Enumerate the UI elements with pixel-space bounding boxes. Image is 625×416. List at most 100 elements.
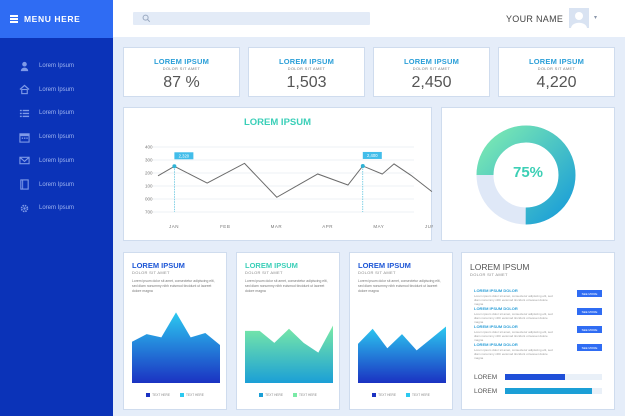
mail-icon: [19, 157, 30, 165]
stat-title: LOREM IPSUM: [528, 57, 585, 66]
sidebar-item[interactable]: Lorem Ipsum: [19, 154, 74, 168]
avatar[interactable]: [569, 8, 589, 28]
stat-value: 4,220: [536, 74, 577, 91]
home-icon: [19, 84, 30, 95]
user-icon: [20, 61, 29, 71]
see-more-button[interactable]: SEE MORE: [577, 326, 602, 333]
donut-slice: [476, 125, 576, 225]
stat-subtitle: DOLOR SIT AMET: [287, 67, 326, 71]
user-name[interactable]: YOUR NAME: [506, 14, 564, 24]
list-item-text: Lorem ipsum dolor sit amet, consectetur …: [474, 348, 553, 360]
sidebar-item-label: Lorem Ipsum: [39, 157, 75, 164]
x-tick-label: APR: [322, 224, 333, 229]
chart-legend: TEXT HERE TEXT HERE: [350, 393, 452, 397]
panel-subtitle: DOLOR SIT AMET: [245, 270, 283, 275]
book-icon: [20, 179, 29, 190]
stat-title: LOREM IPSUM: [278, 57, 335, 66]
sidebar-item-label: Lorem Ipsum: [39, 205, 75, 212]
y-tick-label: 400: [145, 145, 153, 150]
sidebar-item[interactable]: Lorem Ipsum: [19, 83, 74, 97]
annotation-tag: [362, 151, 382, 159]
progress-label: LOREM: [474, 373, 498, 381]
sidebar-item[interactable]: Lorem Ipsum: [19, 201, 74, 215]
data-point: [360, 163, 365, 168]
legend-item: TEXT HERE: [259, 393, 283, 397]
stat-subtitle: DOLOR SIT AMET: [537, 67, 576, 71]
list-item-text: Lorem ipsum dolor sit amet, consectetur …: [474, 294, 553, 306]
stat-value: 87 %: [163, 74, 200, 91]
area-chart-card: LOREM IPSUM DOLOR SIT AMET Lorem ipsum dol…: [349, 252, 453, 410]
x-tick-label: MAR: [271, 224, 283, 229]
list-item-heading: LOREM IPSUM DOLOR: [474, 306, 518, 311]
sidebar-item[interactable]: Lorem Ipsum: [19, 178, 74, 192]
list-panel: LOREM IPSUM DOLOR SIT AMET LOREM IPSUM D…: [461, 252, 615, 410]
chart-legend: TEXT HERE TEXT HERE: [124, 393, 226, 397]
menu-header[interactable]: MENU HERE: [0, 0, 113, 38]
area-chart: [245, 325, 333, 383]
panel-title: LOREM IPSUM: [245, 261, 298, 270]
sidebar-item[interactable]: Lorem Ipsum: [19, 106, 74, 120]
see-more-button[interactable]: SEE MORE: [577, 290, 602, 297]
list-item-text: Lorem ipsum dolor sit amet, consectetur …: [474, 330, 553, 342]
stat-title: LOREM IPSUM: [153, 57, 210, 66]
stat-subtitle: DOLOR SIT AMET: [162, 67, 201, 71]
y-tick-label: 200: [145, 171, 153, 176]
panel-subtitle: DOLOR SIT AMET: [358, 270, 396, 275]
annotation-label: 2,320: [179, 153, 190, 158]
sidebar-item[interactable]: Lorem Ipsum: [19, 130, 74, 144]
sidebar-item-label: Lorem Ipsum: [39, 86, 75, 93]
search-input[interactable]: [133, 12, 370, 25]
area-chart: [358, 326, 446, 383]
gear-icon: [20, 204, 29, 212]
stat-card: LOREM IPSUM DOLOR SIT AMET 1,503: [248, 47, 365, 97]
progress-row: LOREM: [474, 373, 602, 381]
panel-text: Lorem ipsum dolor sit amet, consectetur …: [245, 279, 328, 293]
x-tick-label: JAN: [169, 224, 179, 229]
list-item: LOREM IPSUM DOLOR Lorem ipsum dolor sit a…: [474, 306, 602, 324]
area-series: [245, 325, 333, 383]
see-more-button[interactable]: SEE MORE: [577, 344, 602, 351]
top-bar: YOUR NAME ▾: [113, 0, 625, 37]
progress-fill: [505, 374, 566, 380]
donut-card: 75%: [441, 107, 615, 241]
x-tick-label: FEB: [220, 224, 230, 229]
line-series: [157, 162, 433, 198]
chevron-down-icon[interactable]: ▾: [594, 15, 598, 21]
area-chart: [132, 312, 220, 383]
sidebar: MENU HERE Lorem Ipsum Lorem Ipsum Lorem Ip…: [0, 0, 113, 416]
stat-title: LOREM IPSUM: [403, 57, 460, 66]
sidebar-item[interactable]: Lorem Ipsum: [19, 59, 74, 73]
stat-value: 1,503: [286, 74, 327, 91]
progress-label: LOREM: [474, 387, 498, 395]
y-tick-label: 300: [145, 158, 153, 163]
y-tick-label: 100: [145, 184, 153, 189]
see-more-button[interactable]: SEE MORE: [577, 308, 602, 315]
panel-text: Lorem ipsum dolor sit amet, consectetur …: [132, 279, 215, 293]
area-chart-card: LOREM IPSUM DOLOR SIT AMET Lorem ipsum dol…: [236, 252, 340, 410]
line-chart-title: LOREM IPSUM: [243, 117, 312, 128]
legend-item: TEXT HERE: [180, 393, 204, 397]
data-point: [172, 164, 177, 169]
panel-text: Lorem ipsum dolor sit amet, consectetur …: [358, 279, 441, 293]
progress-track: [505, 388, 602, 394]
annotation-label: 2,400: [367, 153, 378, 158]
stat-card: LOREM IPSUM DOLOR SIT AMET 2,450: [373, 47, 490, 97]
panel-subtitle: DOLOR SIT AMET: [132, 270, 170, 275]
donut-percent: 75%: [512, 164, 544, 181]
legend-item: TEXT HERE: [406, 393, 430, 397]
search-icon: [142, 14, 151, 23]
list-item: LOREM IPSUM DOLOR Lorem ipsum dolor sit a…: [474, 288, 602, 306]
area-series: [358, 326, 446, 383]
line-chart-card: LOREM IPSUM 400 300 200 100 000 700 JAN FEB MAR A…: [123, 107, 433, 241]
stat-subtitle: DOLOR SIT AMET: [412, 67, 451, 71]
hamburger-icon[interactable]: [10, 14, 18, 24]
y-tick-label: 000: [145, 197, 153, 202]
list-item: LOREM IPSUM DOLOR Lorem ipsum dolor sit a…: [474, 342, 602, 360]
stat-value: 2,450: [411, 74, 452, 91]
panel-title: LOREM IPSUM: [358, 261, 411, 270]
list-subtitle: DOLOR SIT AMET: [470, 272, 508, 277]
list-item-heading: LOREM IPSUM DOLOR: [474, 342, 518, 347]
stat-card: LOREM IPSUM DOLOR SIT AMET 4,220: [498, 47, 615, 97]
line-chart: 400 300 200 100 000 700 JAN FEB MAR APR MAY JUN 2,32…: [145, 145, 433, 230]
legend-item: TEXT HERE: [293, 393, 317, 397]
